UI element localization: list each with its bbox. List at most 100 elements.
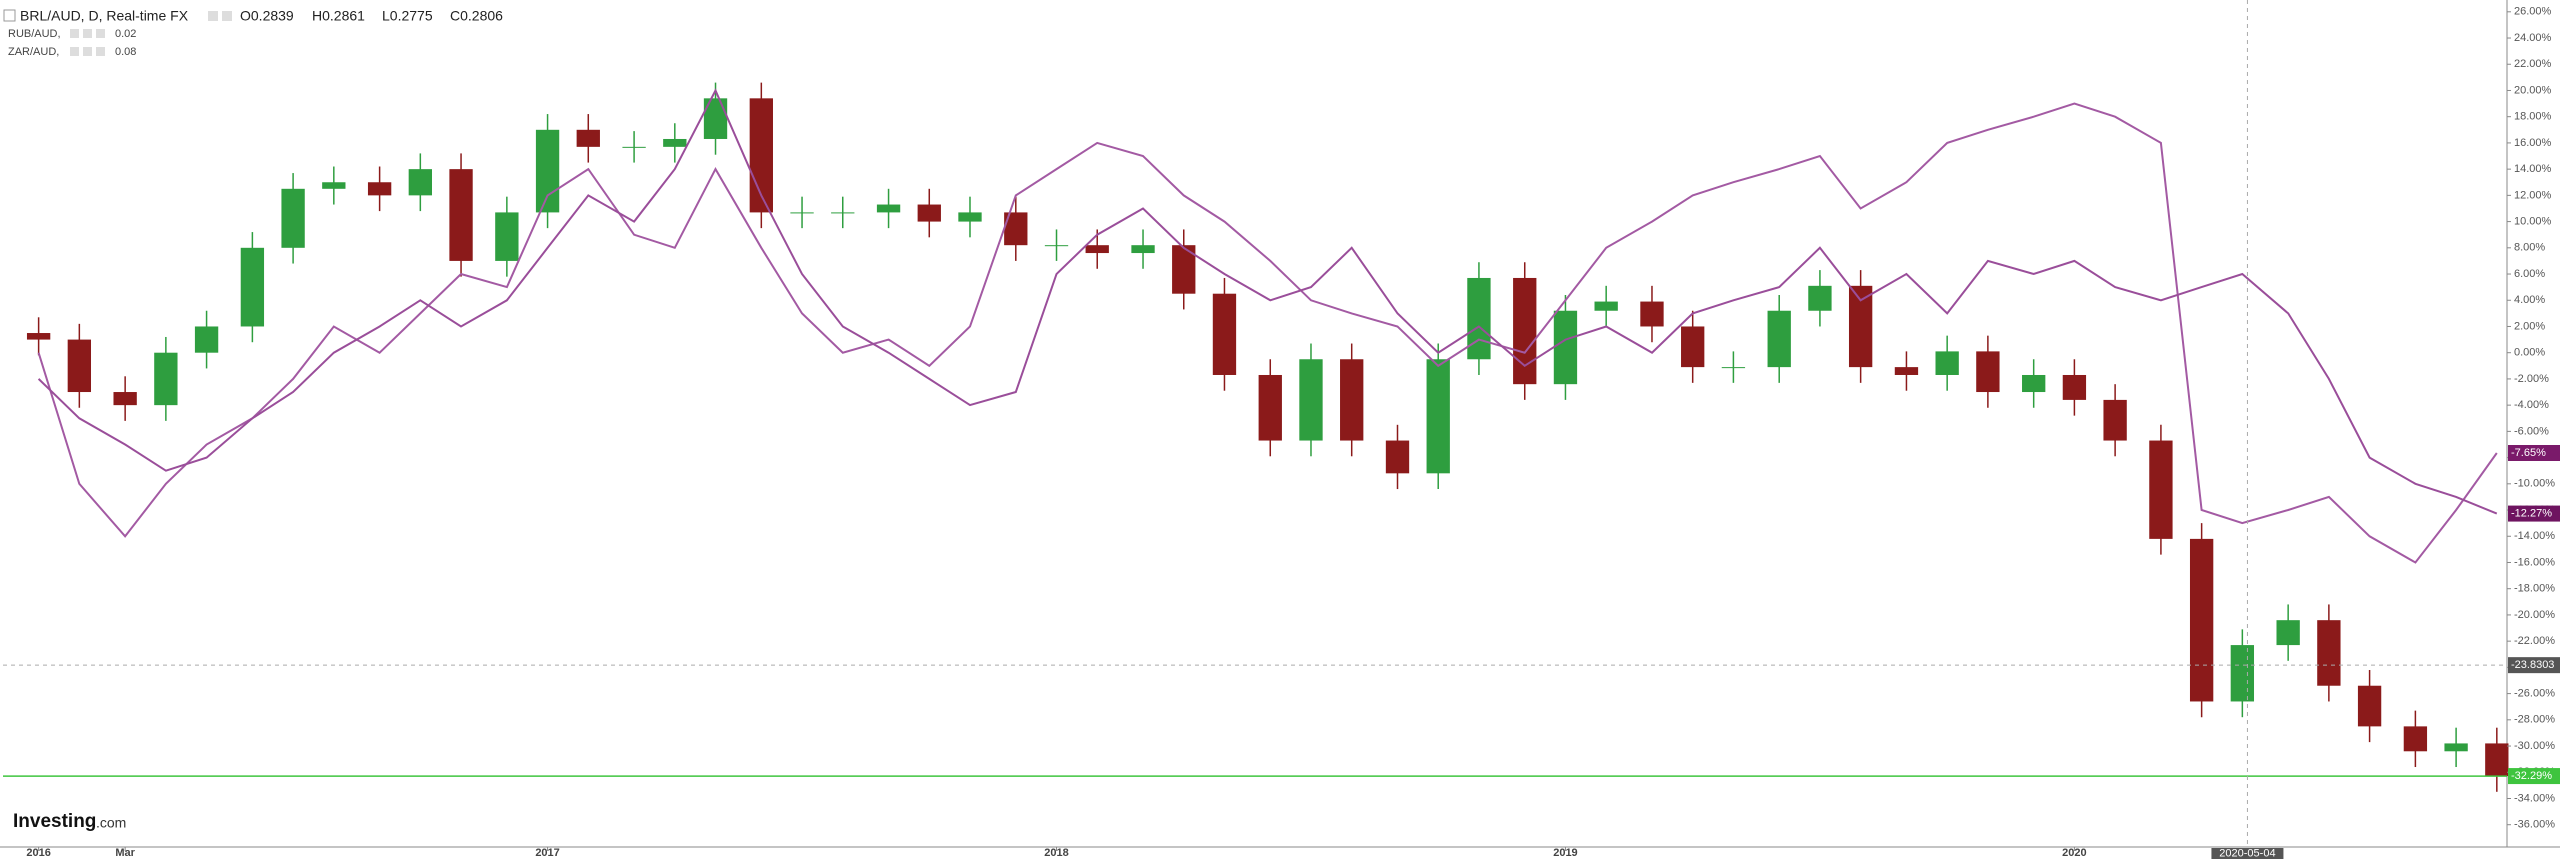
candle-body bbox=[240, 247, 265, 327]
candle-body bbox=[67, 339, 92, 393]
legend-button[interactable] bbox=[222, 11, 232, 21]
x-tick-label: 2020 bbox=[2062, 847, 2086, 859]
x-tick-label: Mar bbox=[115, 847, 135, 859]
y-tick-label: -6.00% bbox=[2514, 425, 2549, 437]
legend-button[interactable] bbox=[83, 29, 92, 38]
legend-button[interactable] bbox=[70, 29, 79, 38]
x-tick-label: 2018 bbox=[1044, 847, 1068, 859]
candle-body bbox=[1212, 293, 1237, 375]
candle-body bbox=[1640, 301, 1664, 327]
candle-body bbox=[2062, 374, 2087, 400]
candle-body bbox=[663, 138, 687, 147]
x-tick-label: 2016 bbox=[26, 847, 50, 859]
candle-body bbox=[26, 333, 51, 340]
ohlc-close: C0.2806 bbox=[450, 8, 503, 24]
candle-body bbox=[1258, 374, 1282, 441]
y-tick-label: 14.00% bbox=[2514, 163, 2552, 175]
candle-body bbox=[1426, 359, 1450, 474]
candle-body bbox=[1848, 285, 1873, 368]
candle-body bbox=[1594, 301, 1618, 311]
candle-body bbox=[1935, 351, 1959, 375]
legend-button[interactable] bbox=[96, 47, 105, 56]
series-line bbox=[37, 102, 2498, 564]
last-value-label: -12.27% bbox=[2511, 507, 2552, 519]
legend: BRL/AUD, D, Real-time FX O0.2839 H0.2861… bbox=[3, 8, 503, 58]
crosshair-x-label: 2020-05-04 bbox=[2219, 847, 2275, 859]
legend-button[interactable] bbox=[70, 47, 79, 56]
legend-button[interactable] bbox=[83, 47, 92, 56]
y-tick-label: -26.00% bbox=[2514, 688, 2555, 700]
y-tick-label: 12.00% bbox=[2514, 189, 2552, 201]
candle-body bbox=[2230, 645, 2255, 702]
legend-button[interactable] bbox=[208, 11, 218, 21]
candle-body bbox=[367, 182, 392, 196]
candle-body bbox=[1513, 277, 1537, 385]
x-tick-label: 2017 bbox=[535, 847, 559, 859]
y-tick-label: -14.00% bbox=[2514, 530, 2555, 542]
legend-main: BRL/AUD, D, Real-time FX bbox=[20, 8, 189, 24]
legend-zar: ZAR/AUD, bbox=[8, 46, 59, 58]
y-tick-label: -34.00% bbox=[2514, 792, 2555, 804]
plot bbox=[3, 82, 2509, 792]
legend-button[interactable] bbox=[96, 29, 105, 38]
y-tick-label: 0.00% bbox=[2514, 347, 2545, 359]
candle-body bbox=[113, 392, 137, 406]
candle-body bbox=[281, 188, 305, 248]
candle-body bbox=[1340, 359, 1364, 441]
candle-body bbox=[1894, 367, 1919, 375]
candle-body bbox=[2357, 685, 2382, 727]
candle-body bbox=[1131, 245, 1155, 254]
candle-body bbox=[449, 169, 473, 261]
legend-icon[interactable] bbox=[3, 9, 16, 22]
candle-body bbox=[2149, 440, 2173, 539]
candle-body bbox=[831, 212, 855, 214]
y-tick-label: 2.00% bbox=[2514, 320, 2545, 332]
candle-body bbox=[535, 129, 560, 213]
last-value-label-box bbox=[2508, 445, 2560, 462]
candle-body bbox=[1976, 351, 2000, 393]
ohlc-high: H0.2861 bbox=[312, 8, 365, 24]
candle-body bbox=[2189, 538, 2214, 702]
candle-body bbox=[1299, 359, 1323, 441]
candle-body bbox=[790, 212, 814, 214]
candle-body bbox=[1044, 245, 1069, 247]
y-tick-label: 26.00% bbox=[2514, 6, 2552, 18]
candle-body bbox=[2276, 620, 2300, 646]
crosshair-x-box bbox=[2211, 848, 2284, 859]
candle-body bbox=[1467, 277, 1491, 360]
logo-suffix: .com bbox=[96, 815, 126, 831]
candle-body bbox=[495, 212, 519, 261]
last-price-label-box bbox=[2508, 768, 2560, 785]
candle-body bbox=[2317, 620, 2341, 686]
y-tick-label: 22.00% bbox=[2514, 58, 2552, 70]
y-tick-label: 8.00% bbox=[2514, 242, 2545, 254]
y-tick-label: -22.00% bbox=[2514, 635, 2555, 647]
y-tick-label: -36.00% bbox=[2514, 819, 2555, 831]
crosshair-y-box bbox=[2508, 657, 2560, 674]
candle-body bbox=[2444, 743, 2468, 752]
candle-body bbox=[2403, 726, 2428, 752]
y-tick-label: -10.00% bbox=[2514, 478, 2555, 490]
y-tick-label: 4.00% bbox=[2514, 294, 2545, 306]
y-tick-label: 24.00% bbox=[2514, 32, 2552, 44]
crosshair-y-label: -23.8303 bbox=[2511, 659, 2554, 671]
y-tick-label: 16.00% bbox=[2514, 137, 2552, 149]
y-tick-label: -16.00% bbox=[2514, 556, 2555, 568]
candle-body bbox=[2103, 399, 2127, 441]
candle-body bbox=[2022, 374, 2046, 393]
y-tick-label: 18.00% bbox=[2514, 111, 2552, 123]
candle-body bbox=[1721, 367, 1746, 369]
series-line bbox=[37, 88, 2498, 515]
candle-body bbox=[576, 129, 600, 147]
y-tick-label: 10.00% bbox=[2514, 215, 2552, 227]
y-tick-label: 6.00% bbox=[2514, 268, 2545, 280]
candle-body bbox=[322, 182, 346, 189]
y-tick-label: 20.00% bbox=[2514, 84, 2552, 96]
candle-body bbox=[154, 352, 178, 406]
candle-body bbox=[408, 169, 432, 196]
candle-body bbox=[958, 212, 982, 222]
candle-body bbox=[876, 204, 901, 213]
candle-body bbox=[622, 146, 646, 148]
candle-body bbox=[1767, 310, 1791, 368]
candle-body bbox=[1553, 310, 1578, 385]
